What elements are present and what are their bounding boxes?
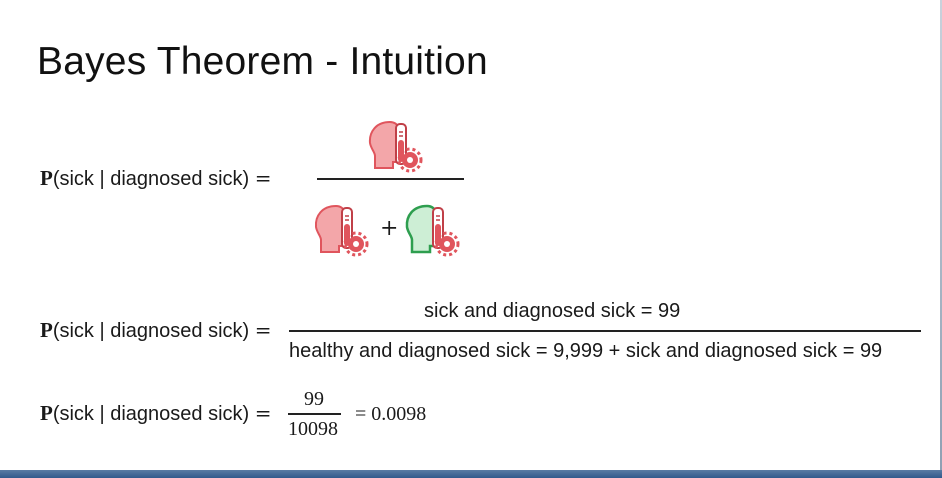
probability-symbol: P	[40, 318, 53, 342]
row3-fraction-line	[288, 413, 341, 415]
row1-condition: (sick | diagnosed sick)	[52, 168, 250, 190]
slide-title: Bayes Theorem - Intuition	[37, 40, 488, 83]
row3-lhs: P(sick | diagnosed sick) =	[40, 401, 272, 426]
row3-condition: (sick | diagnosed sick)	[52, 403, 250, 425]
sick-diagnosed-sick-icon	[314, 204, 369, 257]
probability-symbol: P	[40, 166, 53, 190]
row2-denominator: healthy and diagnosed sick = 9,999 + sic…	[289, 340, 883, 362]
equals-sign: =	[254, 401, 272, 425]
healthy-diagnosed-sick-icon	[405, 204, 460, 257]
equals-sign: =	[254, 318, 272, 342]
probability-symbol: P	[40, 401, 53, 425]
slide-right-border	[940, 0, 942, 470]
row3-denominator: 10098	[288, 418, 338, 440]
row3-numerator: 99	[304, 388, 324, 410]
row2-numerator: sick and diagnosed sick = 99	[424, 300, 681, 322]
row2-condition: (sick | diagnosed sick)	[52, 320, 250, 342]
row2-fraction-line	[289, 330, 921, 332]
plus-sign: +	[380, 216, 399, 241]
bottom-bar	[0, 470, 942, 478]
equals-sign: =	[254, 166, 272, 190]
row1-lhs: P(sick | diagnosed sick) =	[40, 166, 272, 191]
row1-fraction-line	[317, 178, 464, 180]
sick-diagnosed-sick-icon	[368, 120, 423, 173]
row3-result: = 0.0098	[355, 403, 427, 425]
row2-lhs: P(sick | diagnosed sick) =	[40, 318, 272, 343]
